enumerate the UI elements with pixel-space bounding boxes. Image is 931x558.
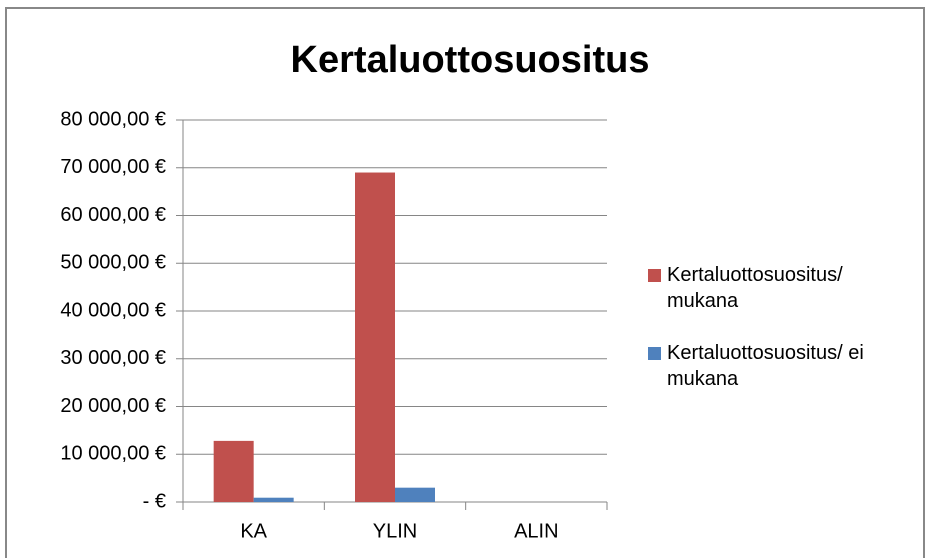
y-tick-label: 20 000,00 € [60,395,166,417]
legend-label: Kertaluottosuositus/ ei mukana [667,342,864,390]
x-tick-label: ALIN [514,520,558,542]
x-tick-label: KA [240,520,267,542]
y-tick-label: 30 000,00 € [60,347,166,369]
chart-border [5,7,925,558]
y-tick-label: 10 000,00 € [60,443,166,465]
bar [253,497,294,502]
legend-entry: Kertaluottosuositus/ ei mukana [648,340,918,392]
y-tick-label: 50 000,00 € [60,252,166,274]
y-tick-label: 80 000,00 € [60,108,166,130]
chart-title: Kertaluottosuositus [291,39,650,81]
y-tick-label: 40 000,00 € [60,299,166,321]
y-tick-label: 60 000,00 € [60,204,166,226]
x-tick-label: YLIN [373,520,417,542]
legend-swatch [648,269,661,282]
bar [355,172,395,502]
legend-swatch [648,347,661,360]
bar [395,487,435,502]
y-tick-label: 70 000,00 € [60,156,166,178]
y-tick-label: - € [143,490,166,512]
legend-label: Kertaluottosuositus/ mukana [667,264,843,312]
bar [213,440,254,502]
legend-entry: Kertaluottosuositus/ mukana [648,262,918,314]
